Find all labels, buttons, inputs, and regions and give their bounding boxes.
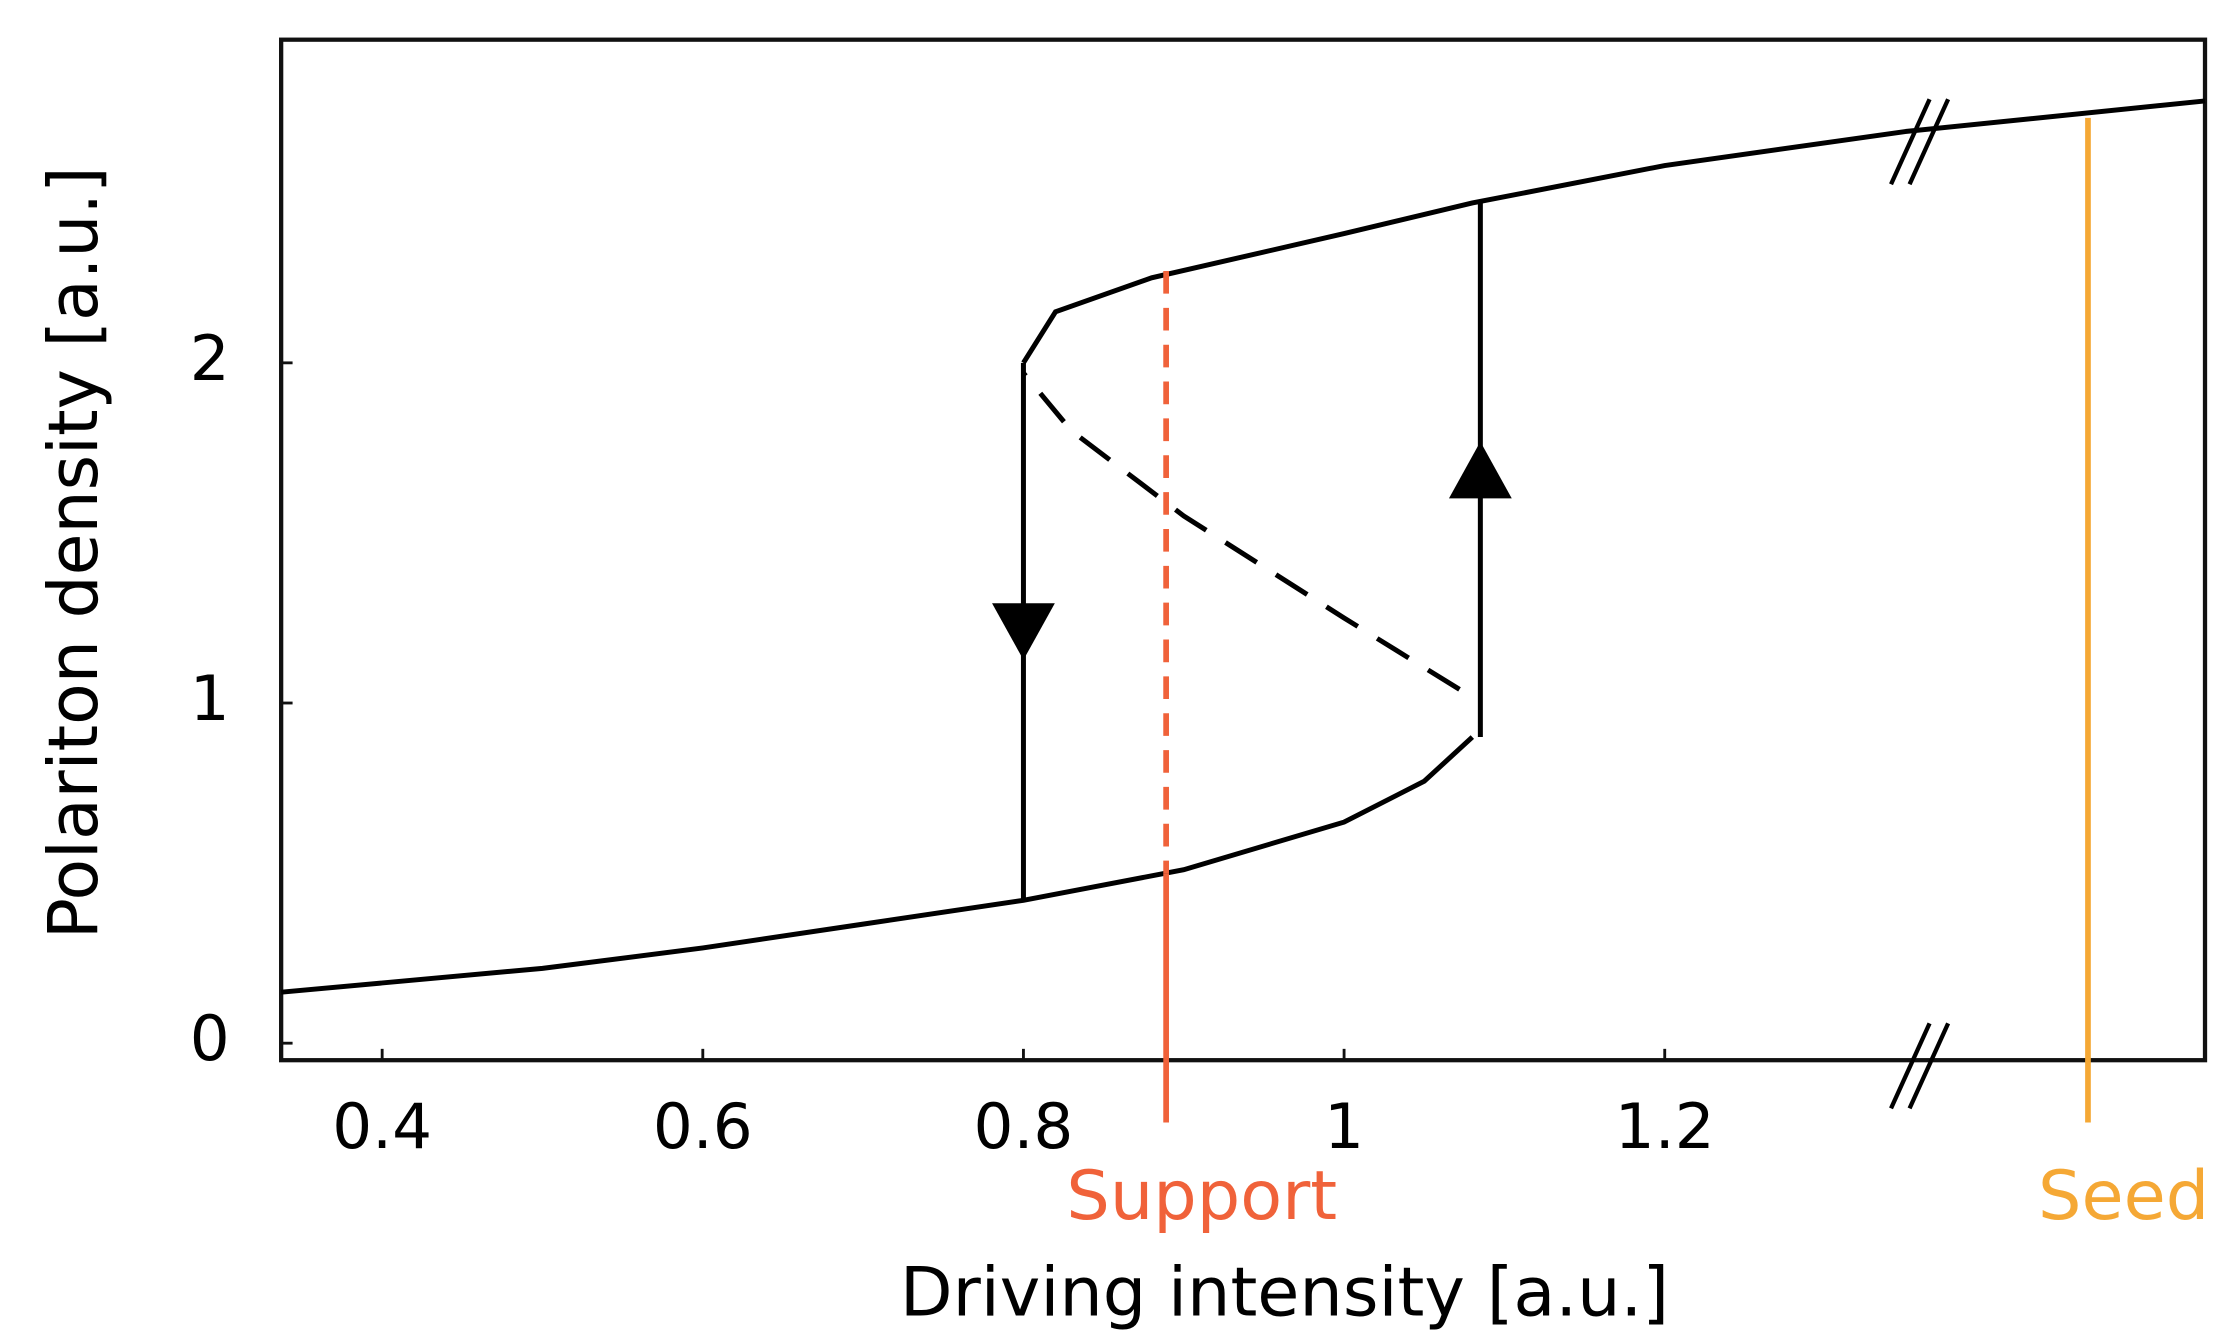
curve	[1021, 98, 2206, 365]
marker-label: Seed	[2038, 1157, 2209, 1236]
y-tick-label: 2	[190, 322, 230, 395]
y-tick-label: 1	[190, 662, 230, 735]
arrow-head	[1448, 441, 1512, 499]
x-tick-label: 1.2	[1615, 1090, 1715, 1163]
x-tick-label: 1	[1324, 1090, 1364, 1163]
marker-label: Support	[1066, 1157, 1337, 1236]
x-axis-label: Driving intensity [a.u.]	[900, 1254, 1669, 1333]
y-axis-label: Polariton density [a.u.]	[35, 166, 114, 939]
axis-break	[1889, 98, 1951, 1110]
plot-frame	[279, 37, 2208, 1063]
arrow-head	[992, 603, 1055, 660]
x-tick-label: 0.4	[332, 1090, 432, 1163]
curve	[280, 735, 1475, 995]
y-tick-label: 0	[190, 1002, 230, 1075]
curve	[1021, 371, 1461, 692]
x-tick-label: 0.6	[653, 1090, 753, 1163]
x-tick-label: 0.8	[974, 1090, 1074, 1163]
